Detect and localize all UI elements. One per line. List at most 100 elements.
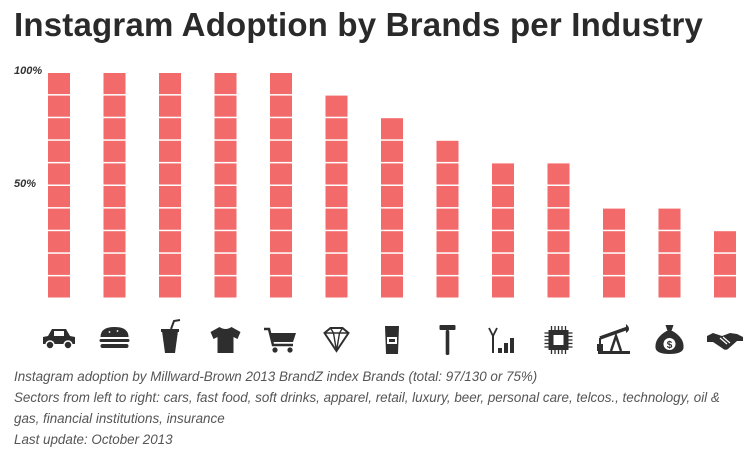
bar-segment [103, 140, 126, 162]
bar-segment [547, 231, 570, 253]
bar-segment [103, 253, 126, 275]
bar-segment [103, 208, 126, 230]
bar-segment [159, 118, 181, 140]
bar-segment [658, 208, 681, 230]
bar-segment [325, 118, 348, 140]
y-tick-label: 50% [14, 178, 36, 190]
bar-segment [48, 253, 70, 275]
bar-segment [159, 163, 181, 185]
bar-segment [492, 208, 514, 230]
bar-retail [270, 73, 292, 298]
burger-icon [99, 327, 130, 348]
bar-segment [547, 163, 570, 185]
bar-segment [270, 253, 292, 275]
bar-segment [492, 163, 514, 185]
bar-segment [270, 208, 292, 230]
bar-segment [270, 163, 292, 185]
bar-segment [381, 140, 403, 162]
bar-segment [270, 73, 292, 95]
bar-segment [48, 208, 70, 230]
bar-segment [325, 253, 348, 275]
bar-segment [159, 73, 181, 95]
bar-segment [547, 208, 570, 230]
bar-segment [48, 231, 70, 253]
bar-oil-gas [603, 208, 625, 298]
bar-beer [381, 118, 403, 298]
beer-icon [385, 326, 399, 354]
bar-segment [159, 231, 181, 253]
bar-soft-drinks [159, 73, 181, 298]
bar-segment [436, 163, 459, 185]
bars [48, 73, 736, 298]
bar-segment [436, 140, 459, 162]
bar-segment [103, 73, 126, 95]
handshake-icon [707, 333, 743, 350]
bar-segment [325, 276, 348, 298]
bar-segment [270, 118, 292, 140]
bar-telcos- [492, 163, 514, 298]
bar-segment [436, 186, 459, 208]
bar-segment [436, 208, 459, 230]
bar-luxury [325, 95, 348, 298]
bar-segment [381, 276, 403, 298]
bar-segment [658, 231, 681, 253]
bar-segment [381, 208, 403, 230]
bar-segment [159, 186, 181, 208]
bar-segment [714, 231, 736, 253]
bar-segment [325, 95, 348, 117]
bar-segment [159, 140, 181, 162]
bar-segment [48, 73, 70, 95]
bar-segment [436, 276, 459, 298]
tshirt-icon [210, 327, 241, 353]
signal-icon [488, 327, 514, 353]
bar-cars [48, 73, 70, 298]
note-sectors: Sectors from left to right: cars, fast f… [14, 390, 720, 426]
bar-segment [603, 208, 625, 230]
bar-segment [48, 118, 70, 140]
y-tick-label: 100% [14, 65, 42, 77]
bar-segment [214, 118, 237, 140]
bar-financial-institutions [658, 208, 681, 298]
bar-segment [270, 140, 292, 162]
bar-segment [214, 140, 237, 162]
bar-segment [436, 231, 459, 253]
bar-chart: 100% 50% $ [14, 65, 743, 355]
bar-segment [547, 186, 570, 208]
shopping-cart-icon [264, 327, 296, 353]
category-icons: $ [43, 319, 743, 355]
bar-segment [381, 253, 403, 275]
svg-text:$: $ [667, 340, 673, 351]
money-bag-icon: $ [655, 325, 684, 354]
razor-icon [439, 325, 456, 355]
bar-apparel [214, 73, 237, 298]
car-icon [43, 329, 75, 350]
bar-segment [270, 276, 292, 298]
bar-segment [492, 231, 514, 253]
bar-segment [270, 95, 292, 117]
bar-technology [547, 163, 570, 298]
note-last-update: Last update: October 2013 [14, 432, 173, 447]
y-axis-labels: 100% 50% [14, 65, 42, 190]
bar-segment [381, 118, 403, 140]
bar-segment [214, 163, 237, 185]
bar-segment [48, 276, 70, 298]
bar-segment [159, 208, 181, 230]
bar-segment [103, 231, 126, 253]
bar-segment [214, 231, 237, 253]
bar-segment [159, 95, 181, 117]
chart-title: Instagram Adoption by Brands per Industr… [14, 6, 704, 43]
bar-segment [214, 95, 237, 117]
chip-icon [544, 326, 573, 354]
soft-drink-icon [161, 319, 181, 353]
bar-segment [270, 231, 292, 253]
bar-segment [103, 163, 126, 185]
bar-segment [159, 276, 181, 298]
bar-segment [603, 253, 625, 275]
oil-pump-icon [597, 324, 630, 354]
bar-segment [214, 276, 237, 298]
bar-segment [547, 253, 570, 275]
bar-segment [714, 276, 736, 298]
bar-segment [436, 253, 459, 275]
bar-segment [381, 231, 403, 253]
bar-personal-care [436, 140, 459, 298]
